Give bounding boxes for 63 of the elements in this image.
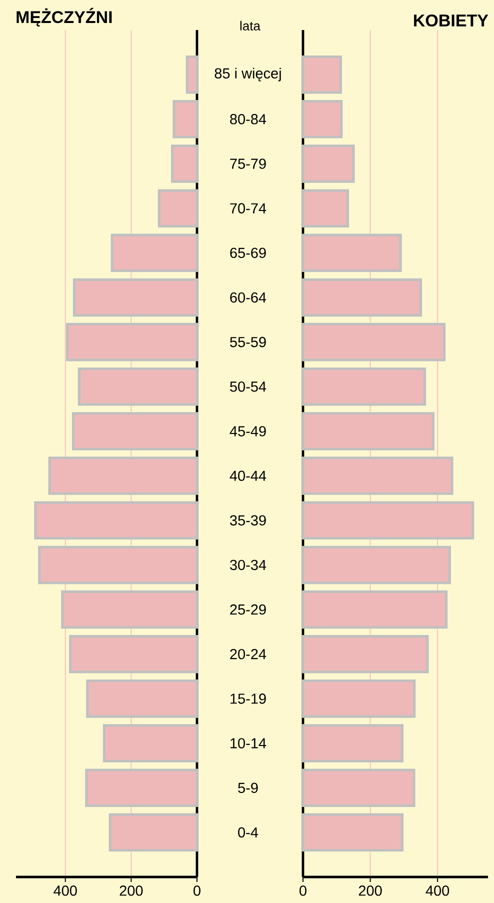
bar [34,501,198,540]
bar [302,368,426,406]
bar [302,813,404,852]
y-tick-label: 20-24 [230,648,266,660]
bar [61,590,198,629]
y-tick-label: 75-79 [230,158,266,169]
bar [72,412,198,450]
bar [85,768,198,807]
y-tick-label: 0-4 [238,827,258,838]
y-axis-title: lata [240,20,260,30]
bar [66,322,198,362]
bar [110,234,198,272]
y-tick-label: 45-49 [230,426,266,436]
y-tick-label: 65-69 [230,248,266,258]
bar [302,189,350,228]
y-tick-label: 55-59 [230,336,266,348]
bar [38,546,198,584]
bar [302,456,454,495]
bar [302,680,416,718]
bar [302,144,355,183]
bar [302,234,402,272]
x-tick-label: 400 [426,886,450,896]
bar [172,100,198,138]
y-tick-label: 85 i więcej [214,68,281,82]
bar [302,546,451,584]
y-tick-label: 50-54 [230,382,266,392]
x-tick-label: 0 [300,886,306,896]
y-tick-label: 40-44 [230,470,266,481]
x-tick-label: 400 [54,886,77,896]
x-tick-label: 200 [358,886,382,896]
chart-title: MĘŻCZYŹNI [16,8,112,26]
bar [302,634,429,674]
bar [171,144,198,183]
bar [302,768,416,807]
bar [68,634,198,674]
x-tick-label: 200 [120,886,143,896]
bar [302,501,474,540]
bar [158,189,198,228]
y-tick-label: 10-14 [230,738,266,748]
bar [302,55,342,94]
y-tick-label: 25-29 [230,604,266,615]
bar [108,813,198,852]
bar [102,724,198,762]
bar [86,680,198,718]
bar [302,322,446,362]
bar [302,278,422,317]
bar [302,412,434,450]
y-tick-label: 35-39 [230,515,266,526]
bar [48,456,198,495]
y-tick-label: 70-74 [230,203,266,214]
bar [302,100,343,138]
y-tick-label: 80-84 [230,114,266,124]
y-tick-label: 15-19 [230,694,266,704]
bar [78,368,198,406]
bar [302,590,448,629]
x-tick-label: 0 [194,886,200,896]
bar [72,278,198,317]
bar [302,724,404,762]
bar [186,55,198,94]
y-tick-label: 60-64 [230,292,266,303]
y-tick-label: 30-34 [230,560,266,570]
y-tick-label: 5-9 [238,782,258,793]
chart-title: KOBIETY [414,14,488,26]
